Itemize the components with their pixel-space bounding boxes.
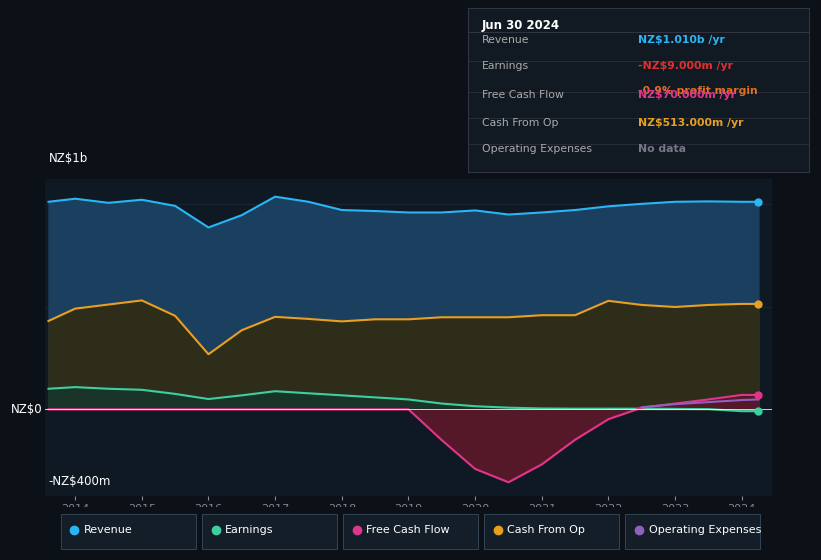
Text: -NZ$9.000m /yr: -NZ$9.000m /yr <box>639 60 733 71</box>
FancyBboxPatch shape <box>626 515 760 549</box>
Text: Operating Expenses: Operating Expenses <box>649 525 761 535</box>
Text: Revenue: Revenue <box>482 35 529 45</box>
FancyBboxPatch shape <box>61 515 195 549</box>
Text: NZ$513.000m /yr: NZ$513.000m /yr <box>639 118 744 128</box>
Text: NZ$1.010b /yr: NZ$1.010b /yr <box>639 35 725 45</box>
Text: Free Cash Flow: Free Cash Flow <box>482 90 563 100</box>
Text: Cash From Op: Cash From Op <box>507 525 585 535</box>
Text: NZ$1b: NZ$1b <box>48 152 88 165</box>
FancyBboxPatch shape <box>484 515 619 549</box>
Text: Cash From Op: Cash From Op <box>482 118 558 128</box>
Text: No data: No data <box>639 144 686 154</box>
Text: Revenue: Revenue <box>84 525 132 535</box>
Text: NZ$70.000m /yr: NZ$70.000m /yr <box>639 90 736 100</box>
Text: Earnings: Earnings <box>482 60 529 71</box>
Text: NZ$0: NZ$0 <box>11 403 43 416</box>
Text: -NZ$400m: -NZ$400m <box>48 475 111 488</box>
Text: Earnings: Earnings <box>225 525 273 535</box>
Text: Free Cash Flow: Free Cash Flow <box>366 525 450 535</box>
Text: Operating Expenses: Operating Expenses <box>482 144 592 154</box>
Text: Jun 30 2024: Jun 30 2024 <box>482 19 560 32</box>
FancyBboxPatch shape <box>343 515 478 549</box>
FancyBboxPatch shape <box>202 515 337 549</box>
Text: -0.9% profit margin: -0.9% profit margin <box>639 86 758 96</box>
